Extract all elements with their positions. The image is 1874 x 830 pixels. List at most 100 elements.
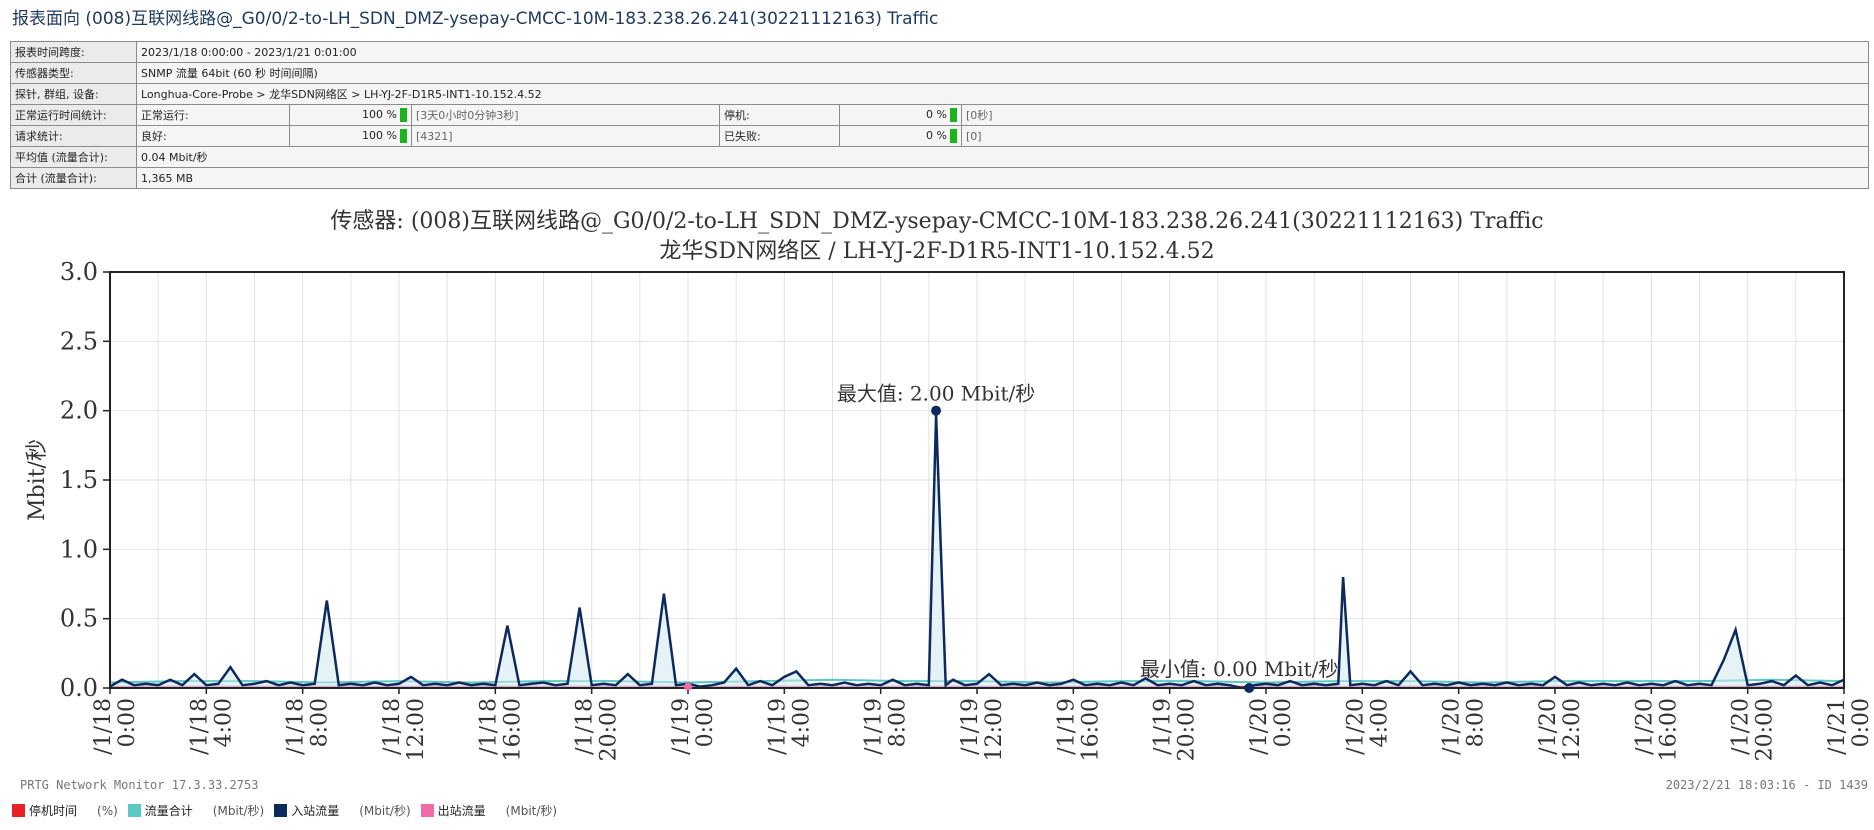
legend-swatch-icon <box>12 804 25 817</box>
x-tick-label-date: /1/18 <box>284 698 309 755</box>
legend-unit: (Mbit/秒) <box>359 804 411 818</box>
y-tick-label: 2.0 <box>60 397 98 425</box>
x-tick-label-date: /1/18 <box>91 698 116 755</box>
x-tick-label-date: /1/21 <box>1825 698 1850 755</box>
x-tick-label-time: 16:00 <box>1078 698 1103 761</box>
x-tick-label: /1/18 8:00 <box>284 698 333 755</box>
traffic-chart-svg: 0.00.51.01.52.02.53.0/1/18 0:00/1/18 4:00/… <box>25 260 1874 761</box>
x-tick-label: /1/20 0:00 <box>1247 698 1296 755</box>
chart-legend: 停机时间 (%) 流量合计 (Mbit/秒) 入站流量 (Mbit/秒) 出站流量 (Mbit… <box>12 802 567 819</box>
up-detail: [3天0小时0分钟3秒] <box>411 104 720 126</box>
x-tick-label: /1/18 4:00 <box>187 698 236 755</box>
y-tick-label: 1.0 <box>60 535 98 563</box>
x-tick-label-time: 0:00 <box>1271 698 1296 747</box>
x-tick-label-date: /1/20 <box>1247 698 1272 755</box>
max-annotation: 最大值: 2.00 Mbit/秒 <box>837 382 1035 406</box>
series-line-inbound <box>109 414 1845 690</box>
x-tick-label: /1/18 20:00 <box>573 698 622 761</box>
x-tick-label-time: 8:00 <box>308 698 333 747</box>
x-tick-label-time: 4:00 <box>1367 698 1392 747</box>
x-tick-label: /1/19 4:00 <box>765 698 814 755</box>
failed-bar-icon <box>950 129 957 143</box>
x-tick-label: /1/20 12:00 <box>1536 698 1585 761</box>
y-tick-label: 0.0 <box>60 674 98 702</box>
x-tick-label-date: /1/20 <box>1536 698 1561 755</box>
up-label: 正常运行: <box>136 104 290 126</box>
x-tick-label-date: /1/19 <box>958 698 983 755</box>
x-tick-label-date: /1/18 <box>187 698 212 755</box>
probe-label: 探针, 群组, 设备: <box>10 83 137 105</box>
series-line-total <box>109 678 1845 684</box>
legend-unit: (Mbit/秒) <box>505 804 558 818</box>
x-tick-label-date: /1/20 <box>1343 698 1368 755</box>
up-percent: 100 % <box>289 104 412 126</box>
x-tick-label-date: /1/20 <box>1729 698 1754 755</box>
x-tick-label-time: 20:00 <box>1175 698 1200 761</box>
min-annotation: 最小值: 0.00 Mbit/秒 <box>1140 657 1338 681</box>
info-row-average: 平均值 (流量合计): 0.04 Mbit/秒 <box>10 146 1870 168</box>
legend-unit: (%) <box>97 803 118 818</box>
up-bar-icon <box>400 108 407 122</box>
x-tick-label-time: 16:00 <box>500 698 525 761</box>
down-bar-icon <box>950 108 957 122</box>
info-row-sensor-type: 传感器类型: SNMP 流量 64bit (60 秒 时间间隔) <box>10 62 1870 84</box>
uptime-label: 正常运行时间统计: <box>10 104 137 126</box>
y-axis-label: Mbit/秒 <box>25 439 50 521</box>
x-tick-label: /1/19 12:00 <box>958 698 1007 761</box>
x-tick-label: /1/18 12:00 <box>380 698 429 761</box>
x-tick-label-time: 12:00 <box>404 698 429 761</box>
info-row-total: 合计 (流量合计): 1,365 MB <box>10 167 1870 189</box>
x-tick-label-time: 0:00 <box>115 698 140 747</box>
probe-value: Longhua-Core-Probe > 龙华SDN网络区 > LH-YJ-2F… <box>135 83 1870 105</box>
plot-frame <box>109 271 1845 689</box>
good-bar-icon <box>400 129 407 143</box>
info-row-probe: 探针, 群组, 设备: Longhua-Core-Probe > 龙华SDN网络… <box>10 83 1870 105</box>
legend-swatch-icon <box>420 804 434 817</box>
x-tick-label: /1/18 0:00 <box>91 698 140 755</box>
legend-label: 停机时间 <box>29 804 78 818</box>
x-tick-label: /1/19 0:00 <box>669 698 718 755</box>
max-point-marker <box>931 405 942 416</box>
good-detail: [4321] <box>411 125 720 147</box>
chart-grid <box>109 271 1845 689</box>
report-title: 报表面向 (008)互联网线路@_G0/0/2-to-LH_SDN_DMZ-ys… <box>12 9 939 29</box>
info-row-requests: 请求统计: 良好: 100 % [4321] 已失败: 0 % [0] <box>10 125 1870 147</box>
avg-value: 0.04 Mbit/秒 <box>135 146 1870 168</box>
x-tick-label: /1/20 4:00 <box>1343 698 1392 755</box>
failed-percent: 0 % <box>839 125 962 147</box>
x-tick-label-time: 12:00 <box>982 698 1007 761</box>
legend-label: 出站流量 <box>437 804 486 818</box>
footer-timestamp: 2023/2/21 18:03:16 - ID 1439 <box>1665 778 1868 792</box>
down-detail: [0秒] <box>960 104 1870 126</box>
chart-series <box>109 414 1845 690</box>
x-tick-label: /1/19 20:00 <box>1151 698 1200 761</box>
x-tick-label: /1/20 8:00 <box>1440 698 1489 755</box>
failed-detail: [0] <box>960 125 1870 147</box>
legend-unit: (Mbit/秒) <box>212 804 265 818</box>
total-value: 1,365 MB <box>135 167 1870 189</box>
x-tick-label: /1/20 16:00 <box>1632 698 1681 761</box>
x-tick-label-date: /1/18 <box>476 698 501 755</box>
x-tick-label-time: 8:00 <box>1464 698 1489 747</box>
chart-subtitle: 龙华SDN网络区 / LH-YJ-2F-D1R5-INT1-10.152.4.5… <box>659 239 1215 264</box>
x-tick-label-time: 0:00 <box>1849 698 1874 747</box>
x-tick-label-time: 20:00 <box>597 698 622 761</box>
x-tick-label: /1/21 0:00 <box>1825 698 1874 755</box>
min-point-marker <box>1244 683 1255 693</box>
info-row-time-span: 报表时间跨度: 2023/1/18 0:00:00 - 2023/1/21 0:… <box>10 41 1870 63</box>
legend-label: 入站流量 <box>291 804 340 818</box>
x-tick-label-time: 4:00 <box>789 698 814 747</box>
x-tick-label-date: /1/20 <box>1632 698 1657 755</box>
x-tick-label-time: 20:00 <box>1753 698 1778 761</box>
x-tick-label-time: 0:00 <box>693 698 718 747</box>
sensor-type-label: 传感器类型: <box>10 62 137 84</box>
x-tick-label-date: /1/18 <box>573 698 598 755</box>
down-percent: 0 % <box>839 104 962 126</box>
legend-swatch-icon <box>274 804 288 817</box>
outbound-marker <box>684 682 692 691</box>
legend-item: 停机时间 (%) <box>12 802 118 819</box>
sensor-type-value: SNMP 流量 64bit (60 秒 时间间隔) <box>135 62 1870 84</box>
info-row-uptime: 正常运行时间统计: 正常运行: 100 % [3天0小时0分钟3秒] 停机: 0… <box>10 104 1870 126</box>
y-tick-label: 3.0 <box>60 260 98 286</box>
